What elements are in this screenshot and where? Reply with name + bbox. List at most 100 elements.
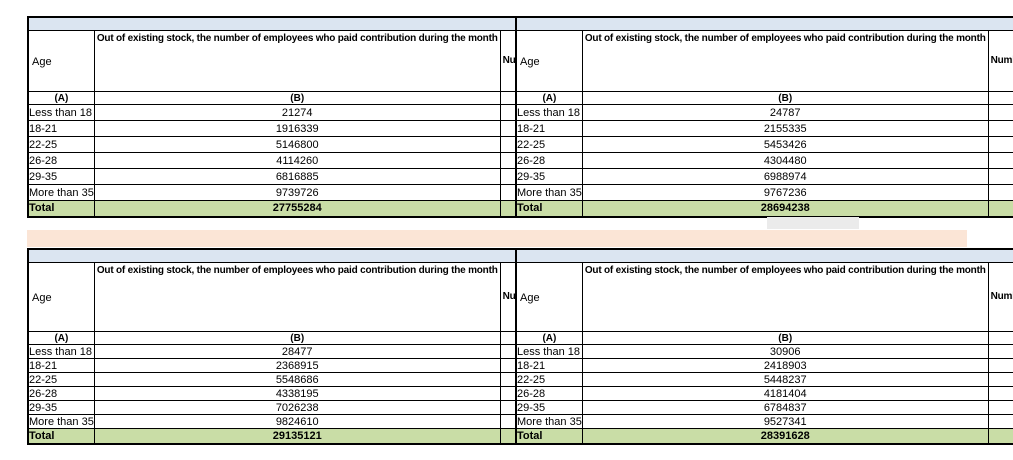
total-value-c: 1478593: [987, 200, 1013, 217]
total-label: Total: [27, 200, 95, 217]
total-value-b: 29135121: [93, 428, 501, 444]
value-cell: 2155335: [581, 120, 989, 137]
table-title: Jun-18: [515, 248, 1013, 263]
header-col-b-label: Out of existing stock, the number of emp…: [584, 265, 986, 276]
total-label: Total: [515, 428, 583, 444]
column-letter-a: (A): [515, 91, 583, 105]
age-cell: 18-21: [515, 120, 583, 137]
header-col-c-cell: Number of employees registered during th…: [987, 262, 1013, 332]
gray-cell: [767, 217, 859, 229]
value-cell: 6784837: [581, 400, 989, 415]
header-age-cell: Age: [515, 30, 583, 92]
total-label: Total: [27, 428, 95, 444]
age-cell: 29-35: [27, 400, 95, 415]
column-letter-b: (B): [581, 91, 989, 105]
header-age-label: Age: [32, 292, 52, 304]
value-cell: 6724: [987, 344, 1013, 359]
table-row: 18-212418903424585312596253125: [515, 358, 1013, 373]
value-cell: 6816885: [93, 168, 501, 185]
value-cell: 6988974: [581, 168, 989, 185]
header-age-label: Age: [520, 56, 540, 68]
column-letter-a: (A): [27, 91, 95, 105]
age-cell: Less than 18: [515, 104, 583, 121]
header-col-b-label: Out of existing stock, the number of emp…: [96, 33, 498, 44]
column-letter-c: (C ): [987, 91, 1013, 105]
column-letter-b: (B): [93, 331, 501, 345]
value-cell: 5448237: [581, 372, 989, 387]
header-age-label: Age: [32, 56, 52, 68]
age-cell: 18-21: [27, 358, 95, 373]
header-age-label: Age: [520, 292, 540, 304]
age-cell: 26-28: [515, 386, 583, 401]
age-cell: 26-28: [27, 152, 95, 169]
total-value-b: 27755284: [93, 200, 501, 217]
column-letters-row: (A) (B) (C ) (D) (E): [515, 91, 1013, 105]
table-body: Less than 182478746703279251418-21215533…: [515, 104, 1013, 201]
total-label: Total: [515, 200, 583, 217]
total-row: Total 28694238 1478593 1071228 2346654: [515, 200, 1013, 217]
header-age-cell: Age: [515, 262, 583, 332]
value-cell: 7026238: [93, 400, 501, 415]
header-col-b-cell: Out of existing stock, the number of emp…: [581, 262, 989, 332]
value-cell: 2418903: [581, 358, 989, 373]
value-cell: 279933: [987, 168, 1013, 185]
column-letter-c: (C ): [987, 331, 1013, 345]
table-row: More than 359527341320449227823419509: [515, 414, 1013, 429]
age-cell: 18-21: [27, 120, 95, 137]
total-value-c: 1864021: [987, 428, 1013, 444]
table-row: 26-284181404278714202394264735: [515, 386, 1013, 401]
table-title-row: Jun-18: [515, 248, 1013, 263]
age-cell: 26-28: [515, 152, 583, 169]
age-cell: More than 35: [515, 184, 583, 201]
age-cell: More than 35: [27, 184, 95, 201]
age-cell: 22-25: [27, 136, 95, 153]
age-cell: 18-21: [515, 358, 583, 373]
header-col-b-label: Out of existing stock, the number of emp…: [96, 265, 498, 276]
value-cell: 28477: [93, 344, 501, 359]
table-header-row: Age Out of existing stock, the number of…: [515, 262, 1013, 332]
value-cell: 9739726: [93, 184, 501, 201]
table-row: Less than 1830906672447163520: [515, 344, 1013, 359]
value-cell: 30906: [581, 344, 989, 359]
value-cell: 4304480: [581, 152, 989, 169]
value-cell: 9767236: [581, 184, 989, 201]
value-cell: 21274: [93, 104, 501, 121]
header-col-b-label: Out of existing stock, the number of emp…: [584, 33, 986, 44]
table-row: 22-255453426401913301203515222: [515, 136, 1013, 153]
header-col-c-label: Number of employees registered during th…: [990, 55, 1013, 66]
column-letters-row: (A) (B) (C ) (D) (E): [515, 331, 1013, 345]
header-col-b-cell: Out of existing stock, the number of emp…: [93, 262, 501, 332]
value-cell: 235007: [987, 152, 1013, 169]
value-cell: 424585: [987, 358, 1013, 373]
table-title-row: Aprail 2018: [515, 16, 1013, 31]
value-cell: 4338195: [93, 386, 501, 401]
column-letter-b: (B): [581, 331, 989, 345]
value-cell: 5453426: [581, 136, 989, 153]
table-june-2018: Jun-18 Age Out of existing stock, the nu…: [515, 248, 1013, 445]
table-row: Less than 1824787467032792514: [515, 104, 1013, 121]
value-cell: 2368915: [93, 358, 501, 373]
table-april-2018: Aprail 2018 Age Out of existing stock, t…: [515, 16, 1013, 218]
value-cell: 265803: [987, 184, 1013, 201]
table-row: 18-212155335291267212671237517: [515, 120, 1013, 137]
age-cell: Less than 18: [27, 104, 95, 121]
value-cell: 5548686: [93, 372, 501, 387]
value-cell: 320449: [987, 414, 1013, 429]
age-cell: 22-25: [515, 372, 583, 387]
header-age-cell: Age: [27, 262, 95, 332]
value-cell: 278714: [987, 386, 1013, 401]
header-col-c-label: Number of employees registered during th…: [990, 291, 1013, 302]
table-row: 26-284304480235007169714387852: [515, 152, 1013, 169]
value-cell: 341099: [987, 400, 1013, 415]
table-body: Less than 183090667244716352018-21241890…: [515, 344, 1013, 429]
value-cell: 492450: [987, 372, 1013, 387]
header-col-b-cell: Out of existing stock, the number of emp…: [581, 30, 989, 92]
age-cell: 29-35: [515, 400, 583, 415]
value-cell: 401913: [987, 136, 1013, 153]
age-cell: 26-28: [27, 386, 95, 401]
value-cell: 9824610: [93, 414, 501, 429]
age-cell: 22-25: [27, 372, 95, 387]
total-value-b: 28694238: [581, 200, 989, 217]
age-cell: Less than 18: [27, 344, 95, 359]
